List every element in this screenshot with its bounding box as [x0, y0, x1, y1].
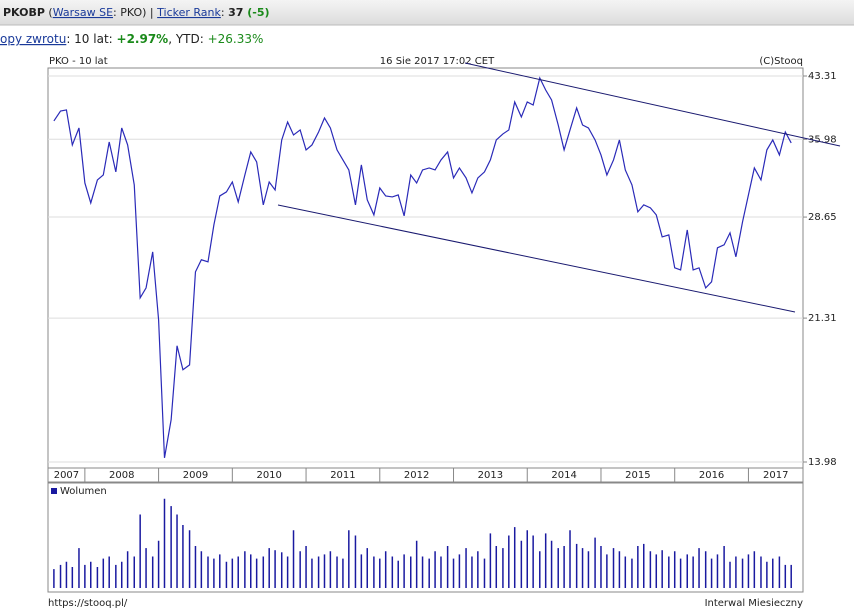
- year-strip: [47, 467, 804, 483]
- x-tick-label: 2009: [183, 470, 208, 481]
- return-ytd: +26.33%: [208, 32, 264, 46]
- source: https://stooq.pl/: [48, 598, 128, 609]
- text: (: [45, 6, 53, 19]
- x-tick-label: 2010: [256, 470, 281, 481]
- returns: opy zwrotu: 10 lat: +2.97%, YTD: +26.33%: [0, 32, 263, 46]
- text: : 10 lat:: [66, 32, 116, 46]
- return-10y: +2.97%: [117, 32, 169, 46]
- price-line: [53, 76, 792, 458]
- chart-title: PKO - 10 lat: [49, 56, 108, 67]
- volume-frame: [47, 482, 804, 593]
- rank: 37: [228, 6, 243, 19]
- ticker: PKOBP: [3, 6, 45, 19]
- x-tick-label: 2012: [404, 470, 429, 481]
- copyright: (C)Stooq: [759, 56, 803, 67]
- x-tick-label: 2017: [763, 470, 788, 481]
- interval: Interwal Miesieczny: [705, 598, 804, 609]
- x-tick-label: 2016: [699, 470, 724, 481]
- plot-frame: [47, 67, 804, 469]
- header: PKOBP (Warsaw SE: PKO) | Ticker Rank: 37…: [3, 6, 270, 19]
- text: : PKO) |: [113, 6, 157, 19]
- text: :: [221, 6, 228, 19]
- y-tick-label: 28.65: [808, 212, 837, 223]
- text: , YTD:: [168, 32, 207, 46]
- x-tick-label: 2011: [330, 470, 355, 481]
- y-tick-label: 21.31: [808, 313, 837, 324]
- chart-date: 16 Sie 2017 17:02 CET: [380, 56, 495, 67]
- rank-change: (-5): [243, 6, 269, 19]
- returns-link[interactable]: opy zwrotu: [0, 32, 66, 46]
- y-tick-label: 43.31: [808, 71, 837, 82]
- exchange-link[interactable]: Warsaw SE: [53, 6, 113, 19]
- legend-label: Wolumen: [60, 486, 107, 497]
- x-tick-label: 2008: [109, 470, 134, 481]
- x-tick-label: 2014: [551, 470, 576, 481]
- y-tick-label: 13.98: [808, 457, 837, 468]
- x-tick-label: 2013: [478, 470, 503, 481]
- trend-line: [464, 62, 841, 147]
- x-tick-label: 2007: [54, 470, 79, 481]
- trend-line: [277, 204, 796, 313]
- legend-swatch: [51, 488, 57, 494]
- x-tick-label: 2015: [625, 470, 650, 481]
- header-bar: [0, 0, 854, 25]
- y-tick-label: 35.98: [808, 134, 837, 145]
- rank-link[interactable]: Ticker Rank: [156, 6, 221, 19]
